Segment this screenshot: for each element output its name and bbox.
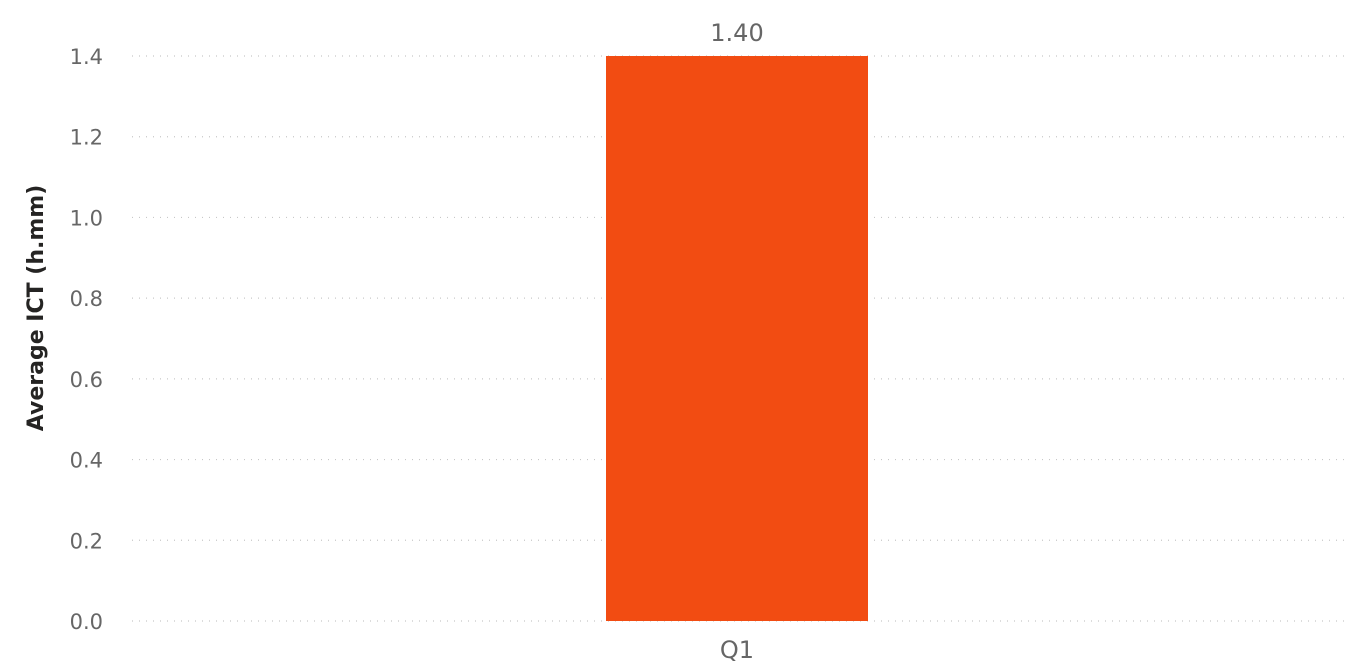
data-label: 1.40 (710, 19, 763, 47)
x-tick-label: Q1 (720, 636, 754, 664)
y-axis-title: Average ICT (h.mm) (24, 185, 49, 432)
y-tick-label: 1.4 (70, 45, 103, 69)
y-axis-ticks: 0.0 0.2 0.4 0.6 0.8 1.0 1.2 1.4 (70, 45, 103, 634)
bar (606, 56, 868, 621)
x-axis-ticks: Q1 (720, 636, 754, 664)
y-tick-label: 1.2 (70, 126, 103, 150)
bars (606, 56, 868, 621)
data-labels: 1.40 (710, 19, 763, 47)
y-tick-label: 0.2 (70, 529, 103, 553)
y-tick-label: 1.0 (70, 206, 103, 230)
y-tick-label: 0.0 (70, 610, 103, 634)
y-tick-label: 0.4 (70, 449, 103, 473)
y-tick-label: 0.8 (70, 287, 103, 311)
y-tick-label: 0.6 (70, 368, 103, 392)
